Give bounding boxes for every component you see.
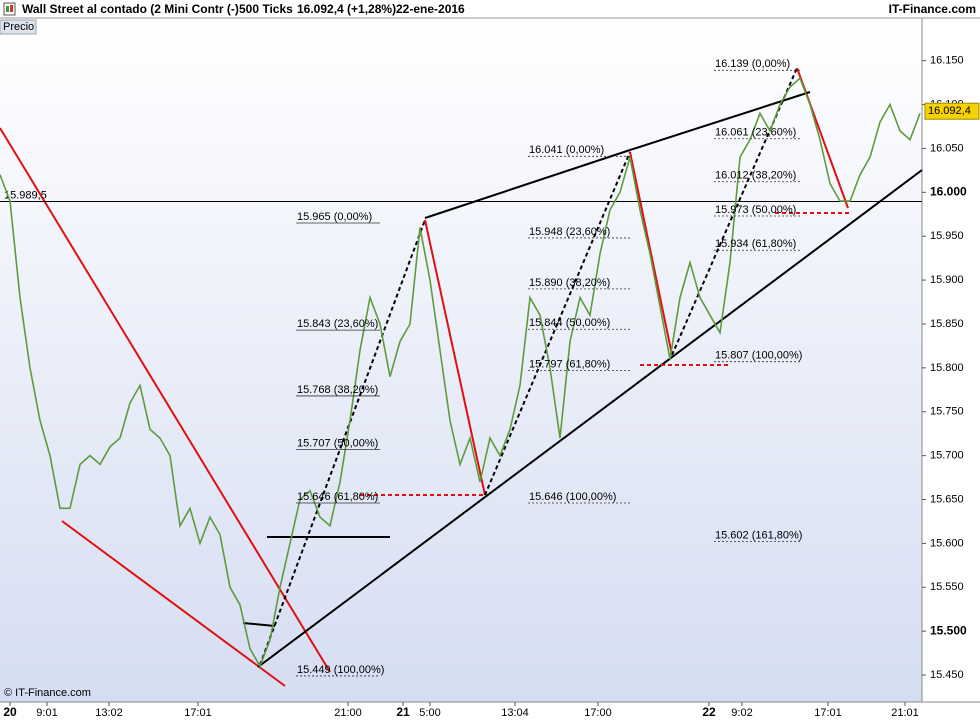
fib-label: 15.646 (100,00%)	[529, 491, 616, 503]
y-tick-label: 15.850	[930, 318, 964, 330]
fib-label: 15.449 (100,00%)	[297, 664, 384, 676]
fib-label: 16.041 (0,00%)	[529, 144, 604, 156]
y-tick-label: 15.750	[930, 406, 964, 418]
y-tick-label: 16.150	[930, 55, 964, 67]
x-tick-label: 21	[396, 705, 410, 719]
fib-label: 15.843 (23,60%)	[297, 318, 378, 330]
y-tick-label: 15.900	[930, 274, 964, 286]
x-tick-label: 5:00	[419, 707, 440, 719]
fib-label: 15.965 (0,00%)	[297, 211, 372, 223]
y-tick-label: 15.600	[930, 537, 964, 549]
reference-label: 15.989,5	[4, 189, 47, 201]
fib-label: 15.602 (161,80%)	[715, 530, 802, 542]
icon	[10, 5, 13, 12]
fib-label: 15.844 (50,00%)	[529, 317, 610, 329]
date: 22-ene-2016	[396, 2, 465, 16]
y-tick-label: 15.550	[930, 581, 964, 593]
x-tick-label: 17:00	[584, 707, 612, 719]
x-tick-label: 9:02	[731, 707, 752, 719]
fib-label: 15.973 (50,00%)	[715, 204, 796, 216]
interval: 500 Ticks	[239, 2, 293, 16]
icon	[3, 2, 16, 16]
y-tick-label: 15.800	[930, 362, 964, 374]
last-price-label: 16.092,4	[928, 105, 971, 117]
price-axis	[922, 18, 980, 702]
x-tick-label: 21:00	[334, 707, 362, 719]
x-tick-label: 17:01	[184, 707, 212, 719]
price-line	[0, 76, 921, 669]
x-tick-label: 9:01	[36, 707, 57, 719]
x-tick-label: 13:04	[501, 707, 529, 719]
last-price: 16.092,4 (+1,28%)	[297, 2, 396, 16]
x-tick-label: 13:02	[95, 707, 123, 719]
fib-label: 15.707 (50,00%)	[297, 437, 378, 449]
last-price-box	[924, 102, 980, 120]
panel-label-box	[0, 19, 37, 35]
copyright: © IT-Finance.com	[4, 687, 91, 699]
y-tick-label: 15.700	[930, 450, 964, 462]
y-tick-label: 15.950	[930, 230, 964, 242]
x-tick-label: 21:01	[891, 707, 919, 719]
x-tick-label: 17:01	[814, 707, 842, 719]
fib-label: 15.890 (38,20%)	[529, 277, 610, 289]
fib-label: 15.768 (38,20%)	[297, 384, 378, 396]
fib-label: 16.012 (38,20%)	[715, 170, 796, 182]
fib-label: 15.934 (61,80%)	[715, 238, 796, 250]
y-tick-label: 15.450	[930, 669, 964, 681]
y-tick-label: 15.650	[930, 493, 964, 505]
source: IT-Finance.com	[889, 2, 976, 16]
x-tick-label: 20	[3, 705, 17, 719]
y-tick-label: 16.000	[930, 184, 967, 198]
fib-label: 15.807 (100,00%)	[715, 350, 802, 362]
fib-label: 15.797 (61,80%)	[529, 358, 610, 370]
icon	[6, 6, 9, 12]
header	[0, 0, 980, 18]
instrument: Wall Street al contado (2 Mini Contr (-)	[22, 2, 239, 16]
y-tick-label: 15.500	[930, 623, 967, 637]
x-tick-label: 22	[702, 705, 716, 719]
fib-label: 16.139 (0,00%)	[715, 58, 790, 70]
fib-label: 15.646 (61,80%)	[297, 491, 378, 503]
drawings	[0, 67, 923, 687]
panel-label: Precio	[3, 21, 34, 33]
fib-label: 15.948 (23,60%)	[529, 226, 610, 238]
y-tick-label: 16.050	[930, 142, 964, 154]
fib-label: 16.061 (23,60%)	[715, 127, 796, 139]
